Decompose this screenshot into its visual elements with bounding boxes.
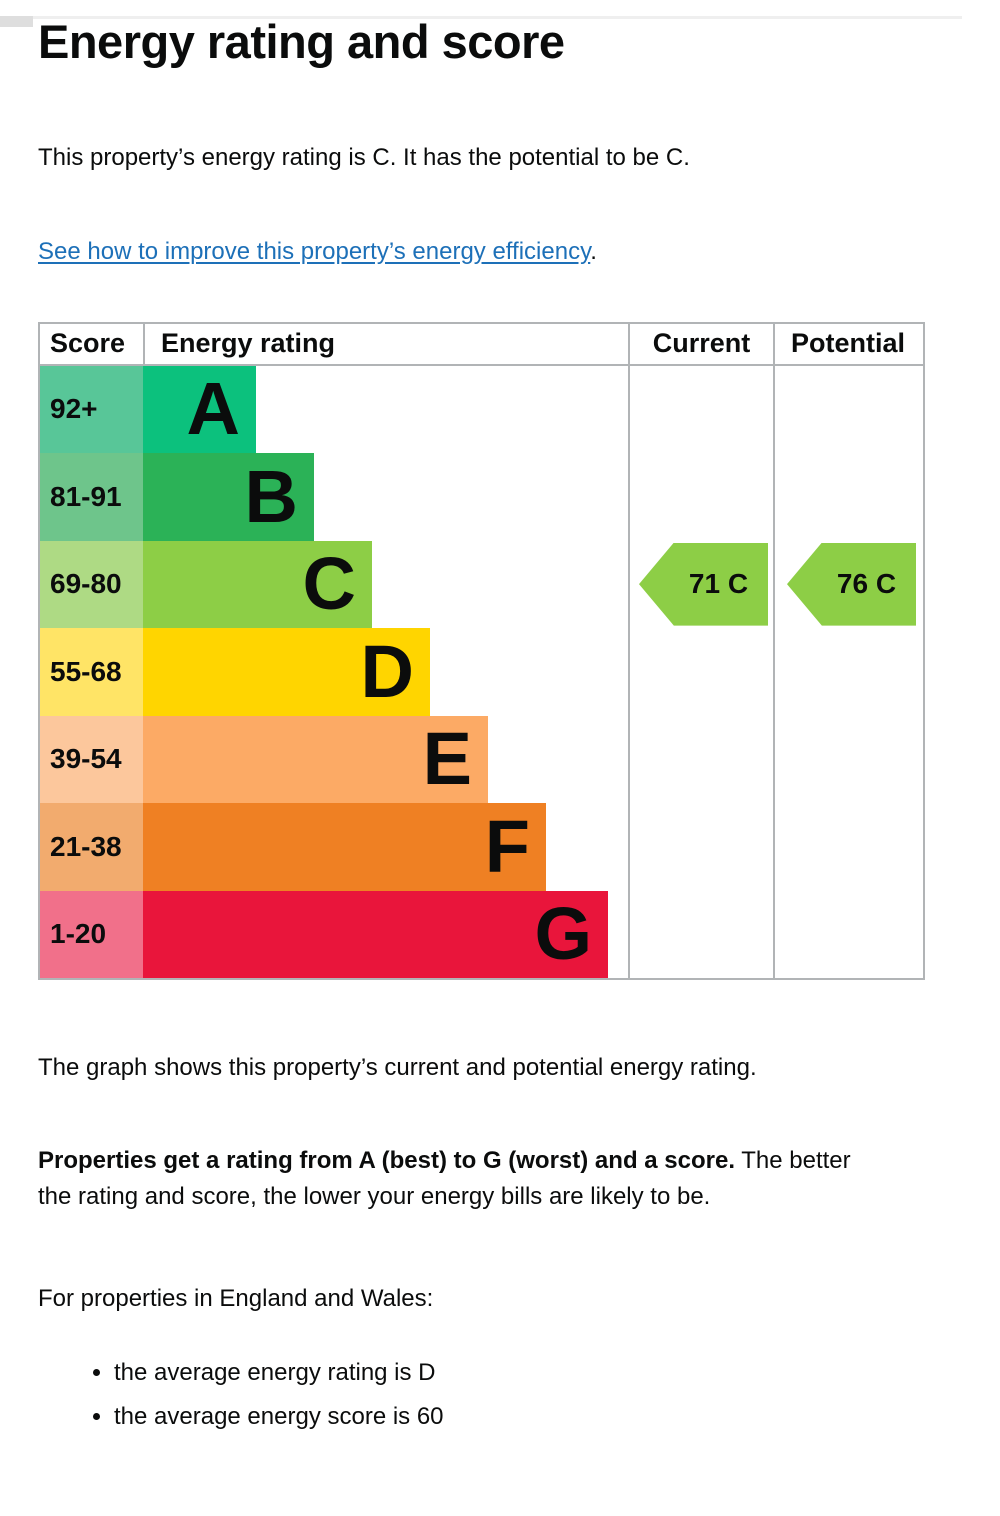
band-row-e: 39-54 E [40, 715, 923, 804]
score-range-e: 39-54 [40, 715, 143, 804]
current-cell-b [628, 453, 773, 541]
current-cell-c: 71 C [628, 540, 773, 629]
score-range-a: 92+ [40, 365, 143, 454]
bar-area-a: A [143, 365, 628, 454]
column-header-current: Current [628, 323, 773, 364]
improve-efficiency-link[interactable]: See how to improve this property’s energ… [38, 237, 591, 265]
band-bar-e: E [143, 715, 488, 804]
current-cell-g [628, 890, 773, 979]
band-row-g: 1-20 G [40, 890, 923, 979]
band-letter-g: G [534, 892, 592, 976]
window-edge-artifact [0, 16, 962, 19]
potential-cell-d [773, 628, 921, 716]
bar-area-g: G [143, 890, 628, 979]
potential-rating-arrow: 76 C [787, 542, 916, 626]
band-bar-b: B [143, 453, 314, 541]
graph-caption: The graph shows this property’s current … [38, 1054, 757, 1082]
band-row-f: 21-38 F [40, 803, 923, 891]
band-row-a: 92+ A [40, 365, 923, 454]
column-header-potential: Potential [773, 323, 921, 364]
band-letter-c: C [302, 542, 356, 626]
bar-area-d: D [143, 628, 628, 716]
region-heading: For properties in England and Wales: [38, 1285, 434, 1313]
improve-link-line: See how to improve this property’s energ… [38, 237, 963, 267]
average-score-item: the average energy score is 60 [114, 1401, 963, 1432]
bar-area-b: B [143, 453, 628, 541]
score-range-f: 21-38 [40, 803, 143, 891]
band-letter-b: B [244, 454, 298, 538]
band-letter-d: D [360, 629, 414, 713]
potential-cell-g [773, 890, 921, 979]
column-header-rating: Energy rating [143, 323, 628, 364]
window-corner-artifact [0, 16, 33, 27]
rating-summary-text: This property’s energy rating is C. It h… [38, 143, 690, 171]
band-bar-a: A [143, 365, 256, 454]
potential-cell-a [773, 365, 921, 454]
band-bar-d: D [143, 628, 430, 716]
band-bar-f: F [143, 803, 546, 891]
band-bar-g: G [143, 890, 608, 979]
score-range-c: 69-80 [40, 540, 143, 629]
current-cell-a [628, 365, 773, 454]
potential-cell-b [773, 453, 921, 541]
current-rating-arrow: 71 C [639, 542, 768, 626]
band-letter-f: F [484, 804, 530, 888]
averages-list: the average energy rating is D the avera… [38, 1357, 963, 1432]
epc-page: Energy rating and score This property’s … [0, 15, 1000, 1432]
rating-explanation-rest-2: the rating and score, the lower your ene… [38, 1183, 711, 1211]
rating-explanation: Properties get a rating from A (best) to… [38, 1143, 963, 1215]
average-rating-item: the average energy rating is D [114, 1357, 963, 1388]
improve-link-suffix: . [590, 237, 597, 265]
band-letter-e: E [422, 717, 472, 801]
page-title: Energy rating and score [38, 15, 565, 68]
current-cell-d [628, 628, 773, 716]
band-letter-a: A [186, 367, 240, 451]
current-cell-e [628, 715, 773, 804]
bar-area-c: C [143, 540, 628, 629]
band-bar-c: C [143, 540, 372, 629]
band-row-d: 55-68 D [40, 628, 923, 716]
bar-area-f: F [143, 803, 628, 891]
potential-cell-c: 76 C [773, 540, 921, 629]
rating-explanation-bold: Properties get a rating from A (best) to… [38, 1147, 735, 1175]
current-rating-value: 71 C [688, 568, 749, 600]
band-row-b: 81-91 B [40, 453, 923, 541]
column-header-score: Score [50, 328, 126, 359]
bar-area-e: E [143, 715, 628, 804]
band-row-c: 69-80 C 71 C 76 C [40, 540, 923, 629]
current-cell-f [628, 803, 773, 891]
score-range-b: 81-91 [40, 453, 143, 541]
rating-explanation-rest-1: The better [735, 1147, 851, 1175]
potential-cell-f [773, 803, 921, 891]
energy-rating-chart: Score Energy rating Current Potential 92… [38, 321, 925, 981]
score-range-d: 55-68 [40, 628, 143, 716]
score-range-g: 1-20 [40, 890, 143, 979]
chart-header-row: Score Energy rating Current Potential [40, 323, 923, 366]
potential-rating-value: 76 C [836, 568, 897, 600]
potential-cell-e [773, 715, 921, 804]
